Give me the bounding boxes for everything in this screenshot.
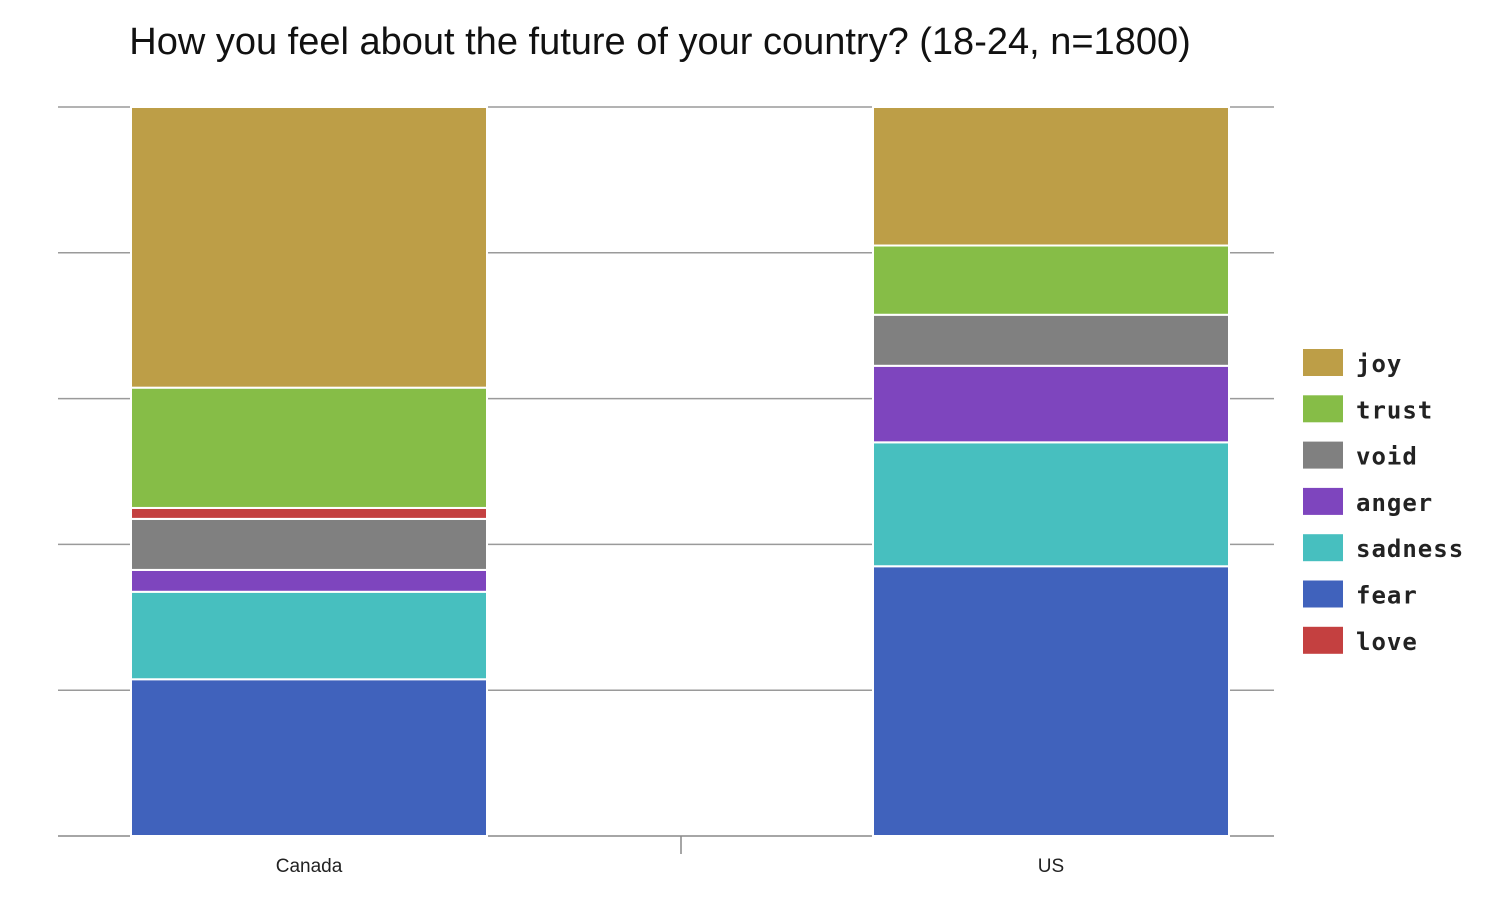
bar-segment-us-anger	[872, 364, 1230, 444]
x-tick-label: Canada	[276, 856, 343, 877]
legend-label-anger: anger	[1356, 489, 1433, 517]
bars	[130, 106, 1230, 838]
x-axis: Canada US	[276, 836, 1064, 877]
legend-label-void: void	[1356, 443, 1418, 471]
bar-segment-us-sadness	[872, 441, 1230, 568]
legend-swatch-joy	[1303, 349, 1343, 376]
bar-segment-canada-fear	[130, 678, 488, 838]
legend-label-sadness: sadness	[1356, 535, 1464, 563]
legend: joy trust void anger sadness fear love	[1303, 349, 1464, 656]
legend-label-fear: fear	[1356, 582, 1418, 610]
bar-segment-canada-sadness	[130, 590, 488, 681]
bar-segment-us-joy	[872, 106, 1230, 247]
legend-label-love: love	[1356, 628, 1418, 656]
bar-segment-canada-love	[130, 506, 488, 520]
legend-label-joy: joy	[1356, 350, 1402, 378]
legend-swatch-fear	[1303, 580, 1343, 608]
legend-swatch-void	[1303, 441, 1343, 469]
legend-swatch-love	[1303, 626, 1343, 654]
bar-segment-canada-anger	[130, 568, 488, 593]
legend-swatch-sadness	[1303, 534, 1343, 562]
bar-segment-us-void	[872, 313, 1230, 367]
chart-title: How you feel about the future of your co…	[129, 21, 1191, 63]
legend-swatch-trust	[1303, 395, 1343, 423]
bar-segment-canada-trust	[130, 386, 488, 509]
legend-swatch-anger	[1303, 487, 1343, 515]
x-tick-label: US	[1038, 856, 1064, 877]
bar-segment-us-fear	[872, 565, 1230, 838]
bar-segment-us-trust	[872, 244, 1230, 316]
legend-label-trust: trust	[1356, 396, 1433, 424]
bar-segment-canada-void	[130, 517, 488, 571]
bar-segment-canada-joy	[130, 106, 488, 389]
